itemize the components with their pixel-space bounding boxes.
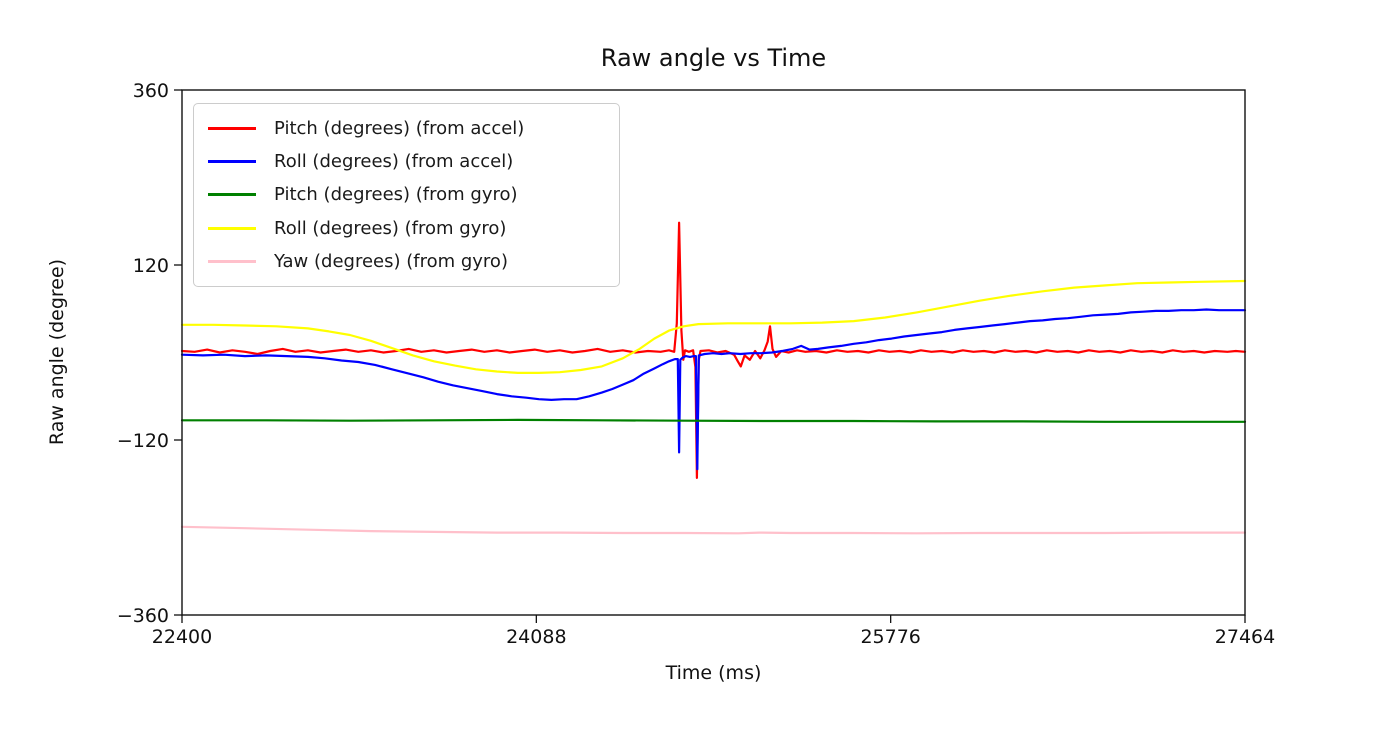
series-line-yaw-degrees-from-gyro	[180, 525, 1247, 535]
x-axis-label: Time (ms)	[665, 662, 762, 684]
legend-label: Pitch (degrees) (from accel)	[274, 118, 525, 140]
y-tick-label: −120	[117, 430, 169, 452]
series-line-roll-degrees-from-gyro	[180, 279, 1247, 374]
legend-label: Yaw (degrees) (from gyro)	[274, 250, 508, 272]
legend-line-swatch-yellow	[208, 226, 256, 230]
legend-item-roll-gyro: Roll (degrees) (from gyro)	[208, 218, 605, 239]
legend-item-yaw-gyro: Yaw (degrees) (from gyro)	[208, 251, 605, 272]
axes-spines	[181, 89, 1246, 616]
x-tick-label: 24088	[506, 626, 566, 648]
x-tick-label: 25776	[860, 626, 920, 648]
legend-item-roll-accel: Roll (degrees) (from accel)	[208, 151, 605, 172]
legend-item-pitch-accel: Pitch (degrees) (from accel)	[208, 118, 605, 139]
legend-item-pitch-gyro: Pitch (degrees) (from gyro)	[208, 184, 605, 205]
legend-line-swatch-red	[208, 127, 256, 131]
legend-label: Roll (degrees) (from gyro)	[274, 217, 507, 239]
chart-title: Raw angle vs Time	[600, 44, 827, 72]
legend: Pitch (degrees) (from accel) Roll (degre…	[193, 103, 620, 287]
series-line-roll-degrees-from-accel	[180, 308, 1247, 471]
x-tick-label: 27464	[1215, 626, 1275, 648]
y-tick-label: −360	[117, 605, 169, 627]
legend-label: Roll (degrees) (from accel)	[274, 151, 514, 173]
y-axis-label: Raw angle (degree)	[46, 258, 68, 446]
legend-line-swatch-pink	[208, 259, 256, 263]
legend-label: Pitch (degrees) (from gyro)	[274, 184, 518, 206]
y-tick-label: 360	[133, 80, 169, 102]
y-tick-label: 120	[133, 255, 169, 277]
x-tick-label: 22400	[152, 626, 212, 648]
legend-line-swatch-green	[208, 193, 256, 197]
series-line-pitch-degrees-from-gyro	[180, 418, 1247, 423]
legend-line-swatch-blue	[208, 160, 256, 164]
series-line-pitch-degrees-from-accel	[180, 221, 1247, 479]
